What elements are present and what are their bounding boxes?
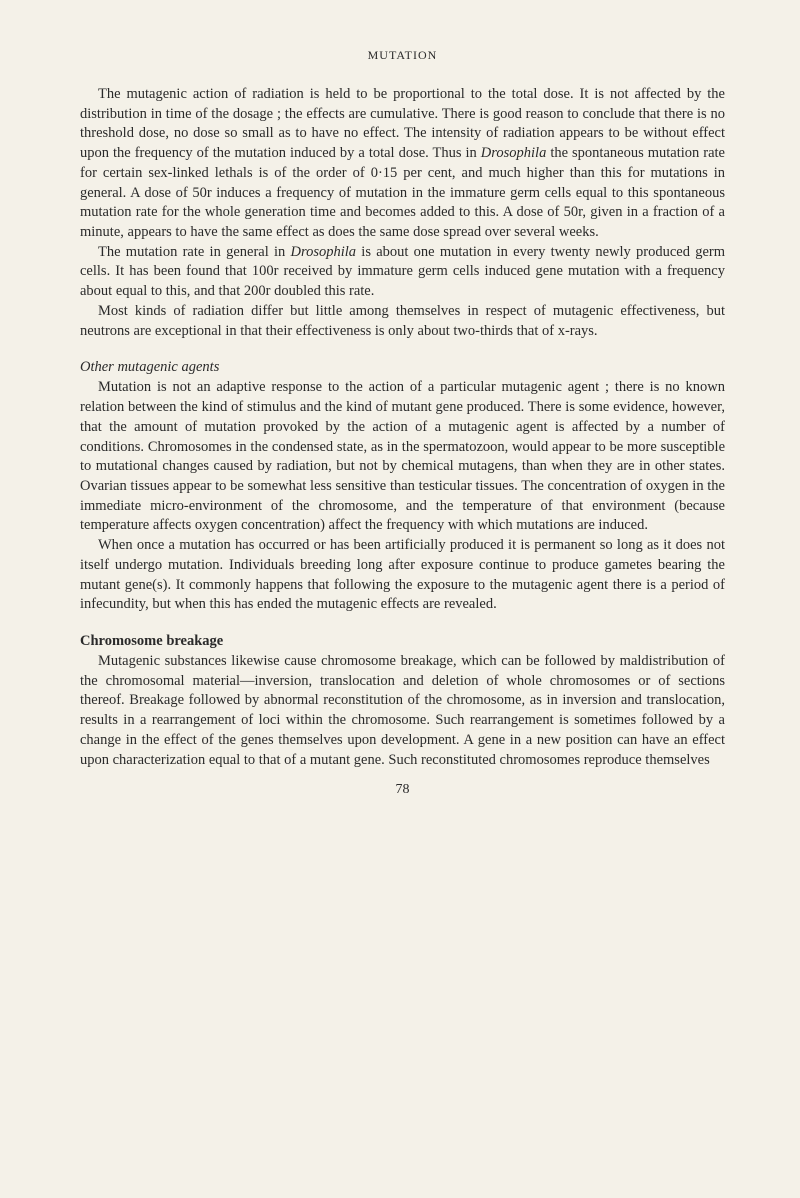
section-header: MUTATION [80,48,725,63]
para2-italic: Drosophila [291,244,357,260]
paragraph-2: The mutation rate in general in Drosophi… [80,243,725,302]
paragraph-3: Most kinds of radiation differ but littl… [80,302,725,341]
para2a: The mutation rate in general in [98,244,291,260]
para1-italic: Drosophila [481,145,547,161]
page-number: 78 [80,782,725,798]
subheading-chromosome-breakage: Chromosome breakage [80,633,725,650]
subheading-other-agents: Other mutagenic agents [80,359,725,376]
paragraph-1: The mutagenic action of radiation is hel… [80,85,725,243]
paragraph-6: Mutagenic substances likewise cause chro… [80,652,725,770]
paragraph-5: When once a mutation has occurred or has… [80,536,725,615]
paragraph-4: Mutation is not an adaptive response to … [80,378,725,536]
